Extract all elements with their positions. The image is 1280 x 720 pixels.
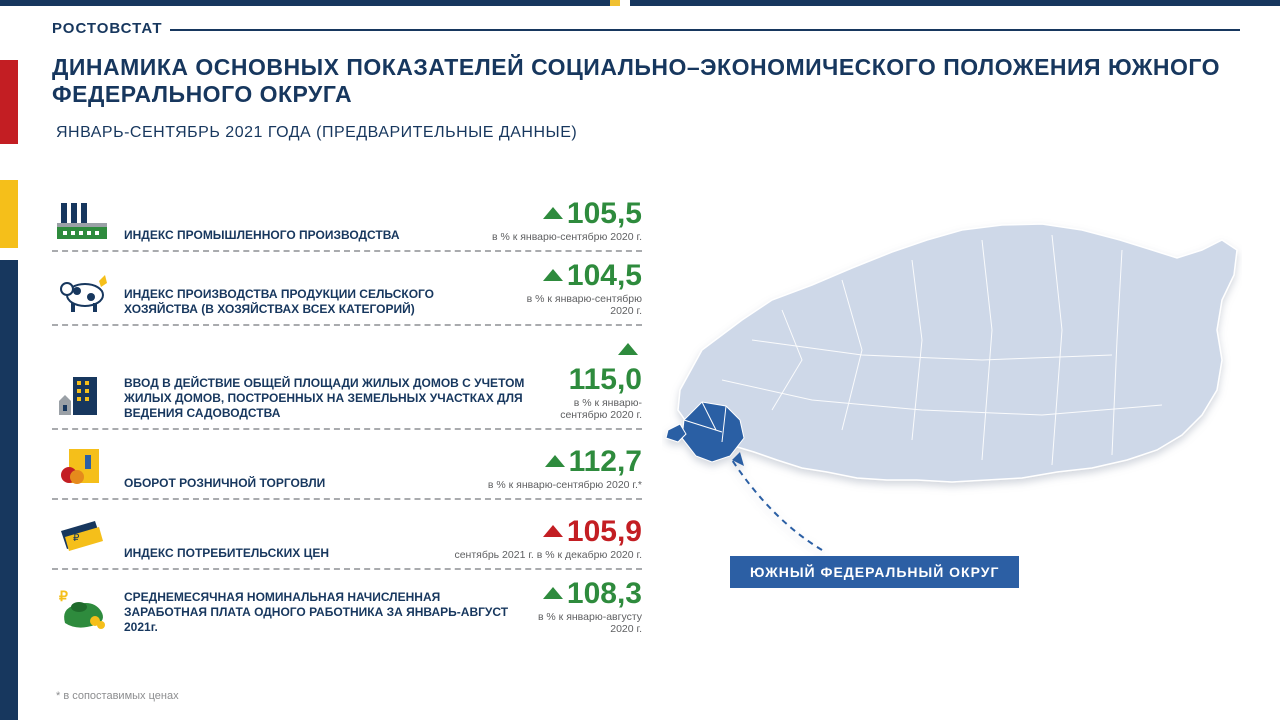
trend-up-icon — [543, 207, 563, 219]
russia-outline — [678, 224, 1237, 482]
indicator-note: в % к январю-сентябрю 2020 г. — [511, 293, 642, 317]
indicator-row: ИНДЕКС ПРОМЫШЛЕННОГО ПРОИЗВОДСТВА 105,5в … — [52, 182, 642, 252]
trend-up-icon — [545, 455, 565, 467]
indicator-value: 105,5 — [432, 199, 642, 229]
callout-arrow — [732, 460, 822, 550]
indicator-value-cell: 112,7в % к январю-сентябрю 2020 г.* — [432, 447, 642, 491]
indicator-label: ИНДЕКС ПОТРЕБИТЕЛЬСКИХ ЦЕН — [124, 546, 420, 561]
indicator-number: 105,9 — [567, 515, 642, 548]
indicator-note: в % к январю-августу 2020 г. — [530, 611, 642, 635]
top-bar-break — [620, 0, 630, 6]
indicator-value-cell: 105,9сентябрь 2021 г. в % к декабрю 2020… — [432, 517, 642, 561]
indicator-note: в % к январю-сентябрю 2020 г.* — [432, 479, 642, 491]
indicator-label: ВВОД В ДЕЙСТВИЕ ОБЩЕЙ ПЛОЩАДИ ЖИЛЫХ ДОМО… — [124, 376, 539, 421]
side-bar-blue — [0, 260, 18, 720]
title-rule — [170, 29, 1240, 31]
trend-up-icon — [543, 525, 563, 537]
trend-up-icon — [543, 269, 563, 281]
indicator-number: 108,3 — [567, 577, 642, 610]
indicator-label: ИНДЕКС ПРОИЗВОДСТВА ПРОДУКЦИИ СЕЛЬСКОГО … — [124, 287, 499, 317]
indicator-label: СРЕДНЕМЕСЯЧНАЯ НОМИНАЛЬНАЯ НАЧИСЛЕННАЯ З… — [124, 590, 518, 635]
indicator-number: 115,0 — [569, 363, 642, 396]
map-region: ЮЖНЫЙ ФЕДЕРАЛЬНЫЙ ОКРУГ — [662, 180, 1242, 610]
indicator-label: ОБОРОТ РОЗНИЧНОЙ ТОРГОВЛИ — [124, 476, 420, 491]
logo-text: РОСТОВСТАТ — [52, 20, 163, 37]
russia-map-svg — [662, 180, 1242, 610]
footnote: * в сопоставимых ценах — [56, 690, 179, 702]
indicator-row: ₽ СРЕДНЕМЕСЯЧНАЯ НОМИНАЛЬНАЯ НАЧИСЛЕННАЯ… — [52, 570, 642, 642]
indicator-row: ОБОРОТ РОЗНИЧНОЙ ТОРГОВЛИ 112,7в % к янва… — [52, 430, 642, 500]
side-bar-red — [0, 60, 18, 144]
indicator-label: ИНДЕКС ПРОМЫШЛЕННОГО ПРОИЗВОДСТВА — [124, 228, 420, 243]
indicator-note: в % к январю-сентябрю 2020 г. — [432, 231, 642, 243]
indicator-row: ₽ ИНДЕКС ПОТРЕБИТЕЛЬСКИХ ЦЕН 105,9сентябр… — [52, 500, 642, 570]
svg-text:₽: ₽ — [59, 588, 68, 604]
indicator-value-cell: 108,3в % к январю-августу 2020 г. — [530, 579, 642, 635]
indicator-row: ВВОД В ДЕЙСТВИЕ ОБЩЕЙ ПЛОЩАДИ ЖИЛЫХ ДОМО… — [52, 326, 642, 430]
page-title: ДИНАМИКА ОСНОВНЫХ ПОКАЗАТЕЛЕЙ СОЦИАЛЬНО–… — [52, 54, 1240, 108]
indicator-note: в % к январю-сентябрю 2020 г. — [551, 397, 642, 421]
indicator-list: ИНДЕКС ПРОМЫШЛЕННОГО ПРОИЗВОДСТВА105,5в … — [52, 182, 642, 642]
indicator-number: 105,5 — [567, 197, 642, 230]
indicator-value: 104,5 — [511, 261, 642, 291]
indicator-note: сентябрь 2021 г. в % к декабрю 2020 г. — [432, 549, 642, 561]
indicator-value: 105,9 — [432, 517, 642, 547]
trend-up-icon — [543, 587, 563, 599]
trend-up-icon — [618, 343, 638, 355]
indicator-value: 108,3 — [530, 579, 642, 609]
top-bar — [0, 0, 1280, 6]
svg-text:₽: ₽ — [73, 533, 80, 544]
indicator-number: 104,5 — [567, 259, 642, 292]
building-icon — [52, 369, 112, 421]
salary-icon: ₽ — [52, 583, 112, 635]
indicator-value: 115,0 — [551, 335, 642, 395]
cow-icon — [52, 265, 112, 317]
page-subtitle: ЯНВАРЬ-СЕНТЯБРЬ 2021 ГОДА (ПРЕДВАРИТЕЛЬН… — [56, 124, 577, 142]
cpi-icon: ₽ — [52, 509, 112, 561]
indicator-value-cell: 105,5в % к январю-сентябрю 2020 г. — [432, 199, 642, 243]
indicator-value-cell: 104,5в % к январю-сентябрю 2020 г. — [511, 261, 642, 317]
factory-icon — [52, 191, 112, 243]
retail-icon — [52, 439, 112, 491]
map-label: ЮЖНЫЙ ФЕДЕРАЛЬНЫЙ ОКРУГ — [730, 556, 1019, 588]
side-bar-yellow — [0, 180, 18, 248]
indicator-value: 112,7 — [432, 447, 642, 477]
indicator-row: ИНДЕКС ПРОИЗВОДСТВА ПРОДУКЦИИ СЕЛЬСКОГО … — [52, 252, 642, 326]
indicator-number: 112,7 — [569, 445, 642, 478]
indicator-value-cell: 115,0в % к январю-сентябрю 2020 г. — [551, 335, 642, 421]
